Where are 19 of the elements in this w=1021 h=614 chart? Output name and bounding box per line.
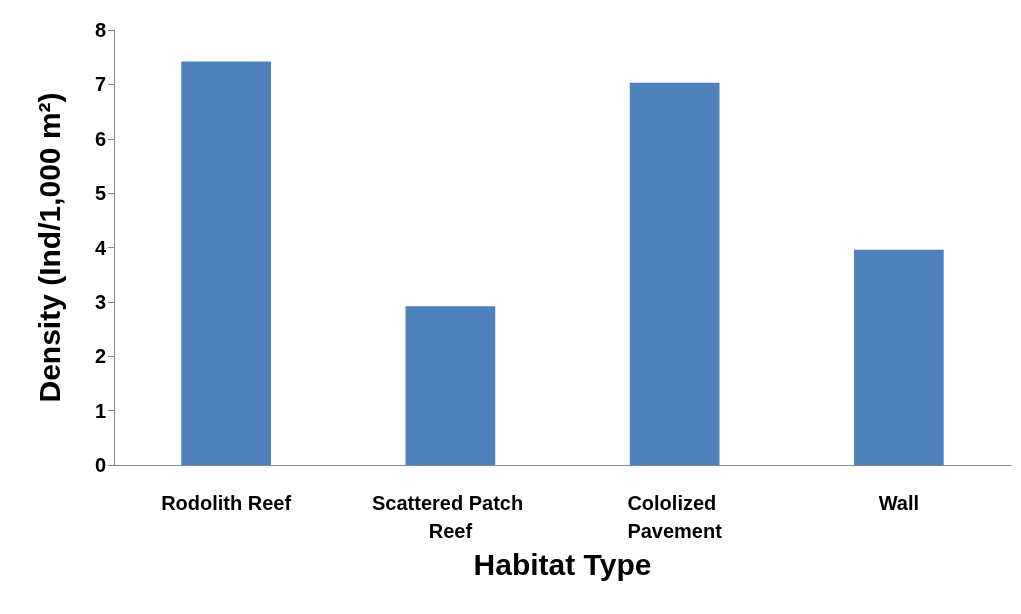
y-tick-label: 0 (94, 454, 106, 476)
bar (405, 306, 496, 465)
x-tick-label: Cololized Pavement (627, 492, 723, 542)
x-tick-label: Wall (878, 492, 920, 514)
bar (854, 249, 944, 465)
x-axis-title: Habitat Type (473, 548, 652, 582)
y-tick-label: 1 (94, 399, 106, 422)
y-tick-label: 2 (94, 345, 106, 368)
bar (629, 82, 720, 465)
y-tick-label: 7 (94, 73, 106, 96)
x-tick-label: Scattered Patch Reef (372, 492, 529, 542)
y-tick-label: 5 (94, 182, 106, 205)
x-tick-label: Rodolith Reef (161, 492, 292, 514)
y-tick-label: 4 (94, 236, 107, 259)
bar (181, 61, 271, 465)
y-tick-label: 6 (94, 127, 106, 150)
y-tick-label: 8 (94, 19, 106, 41)
y-tick-label: 3 (94, 290, 106, 313)
y-axis-title: Density (Ind/1,000 m²) (32, 92, 66, 403)
